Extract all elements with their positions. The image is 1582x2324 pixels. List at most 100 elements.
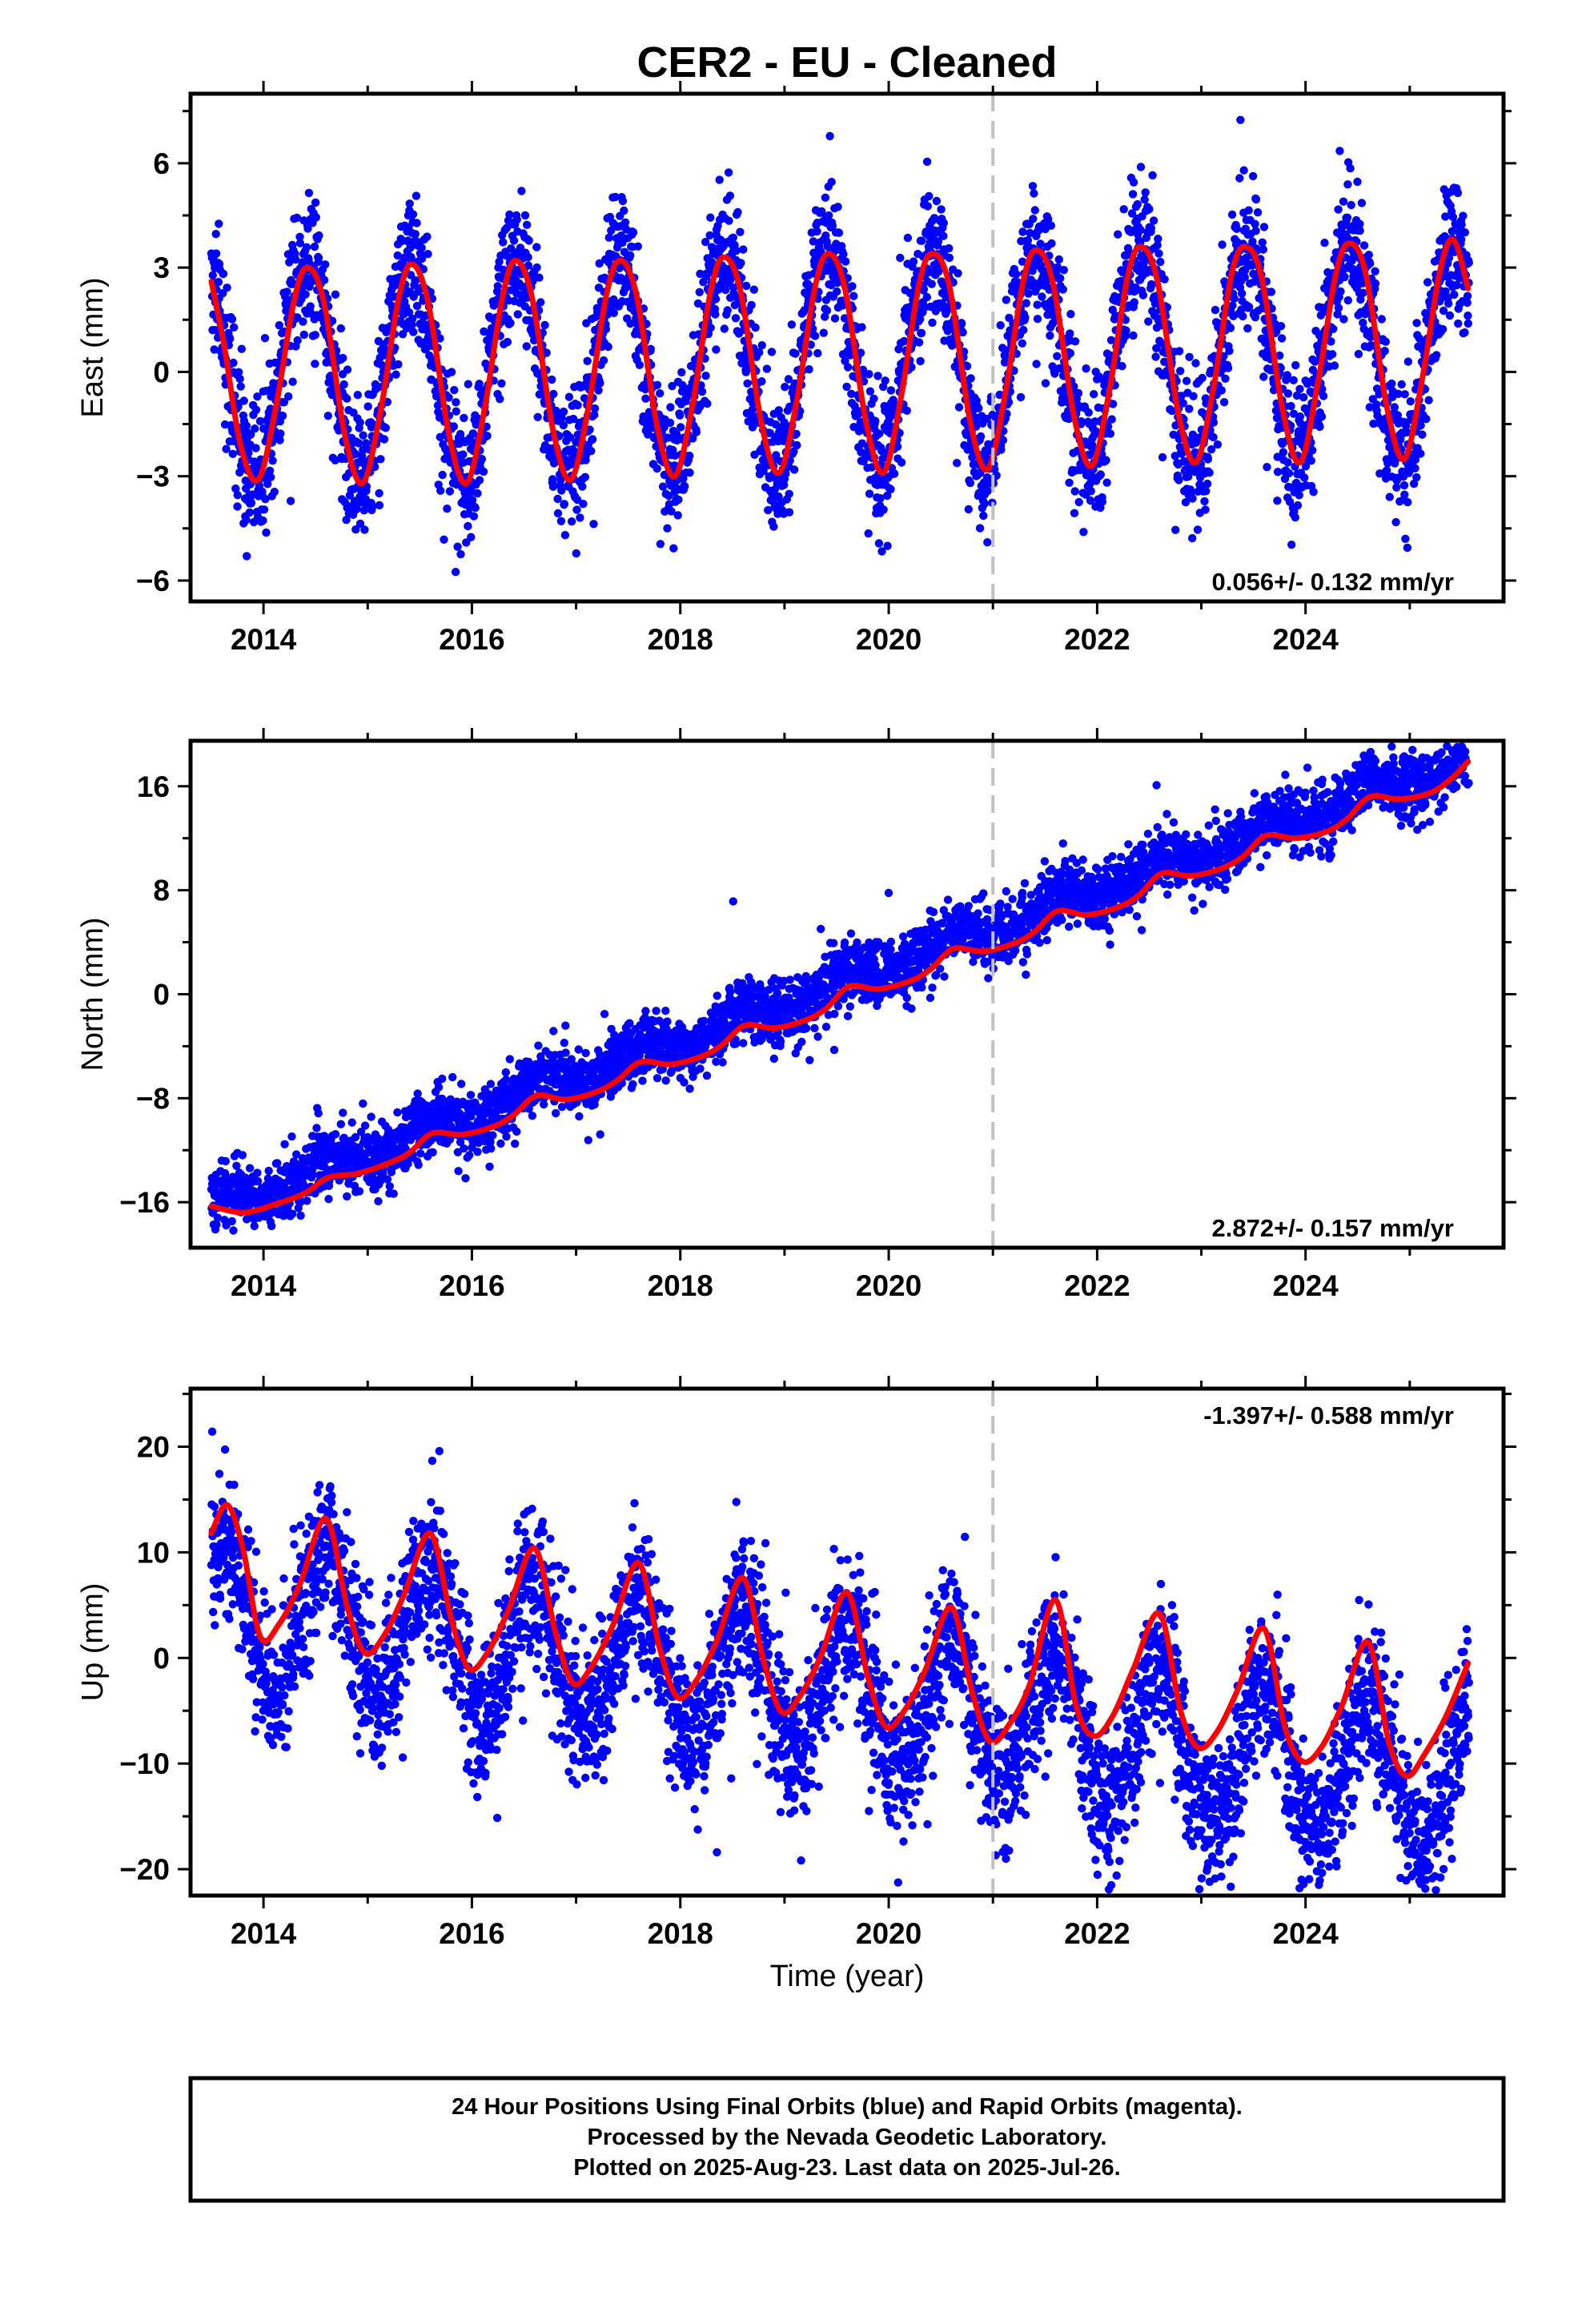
data-point <box>456 549 465 559</box>
data-point <box>676 411 685 420</box>
data-point <box>293 313 302 322</box>
data-point <box>311 331 319 340</box>
data-point <box>785 508 794 517</box>
data-point <box>311 360 319 368</box>
data-point <box>242 421 251 430</box>
data-point <box>1213 440 1223 449</box>
data-point <box>477 455 487 464</box>
data-point <box>227 1216 236 1226</box>
data-point <box>1347 200 1355 210</box>
data-point <box>1018 339 1027 348</box>
data-point <box>677 423 685 432</box>
data-point <box>259 505 269 514</box>
data-point <box>1423 278 1432 287</box>
data-point <box>916 356 925 366</box>
data-point <box>857 323 866 332</box>
data-point <box>211 230 220 239</box>
data-point <box>725 191 735 200</box>
data-point <box>604 342 612 352</box>
data-point <box>1239 166 1248 175</box>
east-points <box>207 115 1474 577</box>
data-point <box>830 314 840 323</box>
data-point <box>1243 324 1252 333</box>
x-tick-label: 2022 <box>1064 623 1130 656</box>
data-point <box>1016 392 1026 402</box>
data-point <box>774 406 783 415</box>
data-point <box>275 436 284 444</box>
data-point <box>652 380 662 389</box>
data-point <box>428 1148 437 1157</box>
data-point <box>417 243 426 252</box>
data-point <box>1253 208 1263 217</box>
data-point <box>1133 199 1142 209</box>
data-point <box>1033 300 1042 309</box>
data-point <box>674 495 683 505</box>
data-point <box>720 324 729 333</box>
data-point <box>1400 390 1409 399</box>
data-point <box>438 1074 447 1084</box>
data-point <box>689 434 697 443</box>
data-point <box>314 253 323 263</box>
data-point <box>1098 497 1107 506</box>
data-point <box>355 439 363 448</box>
data-point <box>535 273 544 282</box>
data-point <box>1287 401 1295 411</box>
data-point <box>560 531 570 540</box>
data-point <box>711 295 721 304</box>
data-point <box>259 516 267 525</box>
data-point <box>729 233 737 242</box>
data-point <box>280 1140 289 1149</box>
data-point <box>839 250 848 259</box>
data-point <box>1401 534 1410 543</box>
data-point <box>573 495 582 505</box>
data-point <box>573 400 582 410</box>
data-point <box>291 255 300 264</box>
data-point <box>1136 163 1146 171</box>
data-point <box>1070 487 1079 496</box>
data-point <box>1066 348 1075 358</box>
data-point <box>742 281 751 291</box>
data-point <box>1118 362 1126 371</box>
data-point <box>667 507 676 516</box>
data-point <box>503 337 512 347</box>
data-point <box>533 412 542 421</box>
data-point <box>1158 452 1167 462</box>
data-point <box>532 243 541 251</box>
data-point <box>1346 164 1355 173</box>
data-point <box>404 308 414 317</box>
data-point <box>368 501 377 511</box>
data-point <box>262 528 271 537</box>
data-point <box>343 394 351 403</box>
data-point <box>251 444 260 452</box>
data-point <box>966 374 975 383</box>
data-point <box>385 1182 394 1191</box>
data-point <box>587 447 596 456</box>
data-point <box>483 432 492 440</box>
data-point <box>1300 473 1309 482</box>
data-point <box>849 292 858 300</box>
data-point <box>243 552 251 561</box>
data-point <box>739 245 748 254</box>
data-point <box>821 193 830 202</box>
data-point <box>886 485 895 494</box>
data-point <box>331 456 339 464</box>
data-point <box>825 131 834 141</box>
data-point <box>580 394 589 403</box>
data-point <box>705 231 714 240</box>
data-point <box>733 207 742 217</box>
data-point <box>1160 275 1169 283</box>
data-point <box>286 497 295 505</box>
data-point <box>604 233 613 242</box>
data-point <box>953 459 962 468</box>
data-point <box>1244 206 1253 215</box>
data-point <box>1248 171 1258 181</box>
data-point <box>499 238 508 247</box>
data-point <box>524 261 533 270</box>
data-point <box>1391 517 1400 527</box>
data-point <box>1416 421 1425 430</box>
y-tick-label: −3 <box>136 460 170 493</box>
data-point <box>1129 178 1138 187</box>
data-point <box>1188 533 1197 543</box>
data-point <box>214 278 223 287</box>
